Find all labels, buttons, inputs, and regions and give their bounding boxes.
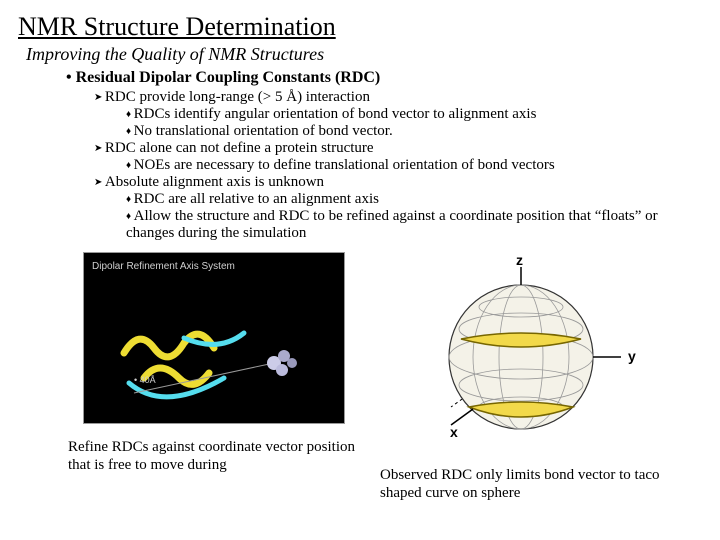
section-heading: Residual Dipolar Coupling Constants (RDC… xyxy=(66,69,702,87)
y-axis-label: y xyxy=(628,348,636,364)
bullet-text: RDC alone can not define a protein struc… xyxy=(105,140,374,156)
bullet-text: Absolute alignment axis is unknown xyxy=(105,174,324,190)
page-title: NMR Structure Determination xyxy=(18,12,702,42)
axis-marker: • 40Å xyxy=(134,375,156,385)
caption-right: Observed RDC only limits bond vector to … xyxy=(380,466,672,502)
list-item: RDC provide long-range (> 5 Å) interacti… xyxy=(94,89,702,140)
sub-item: RDCs identify angular orientation of bon… xyxy=(126,106,702,123)
sub-item: Allow the structure and RDC to be refine… xyxy=(126,208,702,242)
protein-inner-title: Dipolar Refinement Axis System xyxy=(92,261,235,272)
sphere-diagram: z y x xyxy=(406,252,646,452)
figure-right: z y x Observed RDC only limits bond vect… xyxy=(380,252,672,502)
protein-diagram: Dipolar Refinement Axis System xyxy=(83,252,345,424)
caption-left: Refine RDCs against coordinate vector po… xyxy=(68,438,360,474)
sub-item: No translational orientation of bond vec… xyxy=(126,123,702,140)
figure-left: Dipolar Refinement Axis System xyxy=(68,252,360,474)
list-item: RDC alone can not define a protein struc… xyxy=(94,140,702,174)
sub-item: RDC are all relative to an alignment axi… xyxy=(126,191,702,208)
subtitle: Improving the Quality of NMR Structures xyxy=(26,44,702,65)
sphere-svg xyxy=(406,252,646,452)
bullet-text: RDC provide long-range (> 5 Å) interacti… xyxy=(105,89,370,105)
figure-row: Dipolar Refinement Axis System xyxy=(18,252,702,502)
protein-svg xyxy=(84,253,344,423)
z-axis-label: z xyxy=(516,252,523,268)
bullet-list: RDC provide long-range (> 5 Å) interacti… xyxy=(94,89,702,242)
sub-item: NOEs are necessary to define translation… xyxy=(126,157,702,174)
x-axis-label: x xyxy=(450,424,458,440)
list-item: Absolute alignment axis is unknown RDC a… xyxy=(94,174,702,242)
